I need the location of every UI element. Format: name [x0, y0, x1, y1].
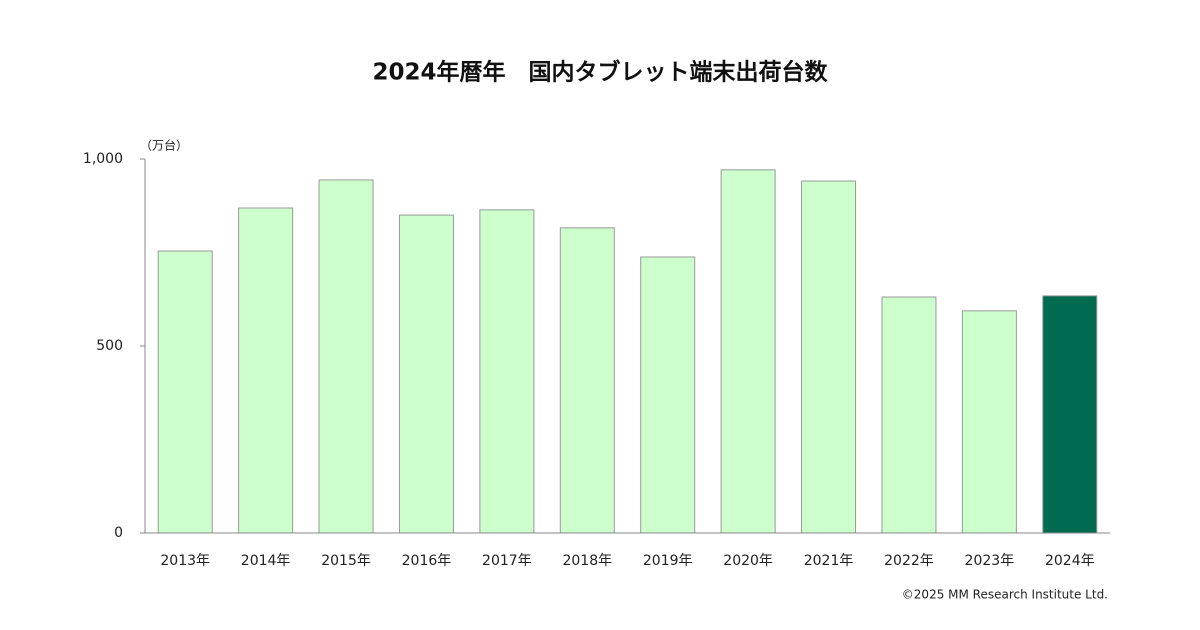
- x-tick-label: 2020年: [723, 553, 773, 569]
- bar: [881, 296, 937, 534]
- bar: [961, 310, 1017, 534]
- x-tick-label: 2016年: [402, 553, 452, 569]
- x-tick-label: 2014年: [241, 553, 291, 569]
- y-axis-label: （万台）: [140, 138, 188, 153]
- x-tick-label: 2021年: [804, 553, 854, 569]
- y-tick-label: 1,000: [83, 151, 123, 167]
- bar: [479, 209, 535, 534]
- x-tick-label: 2019年: [643, 553, 693, 569]
- x-tick-label: 2023年: [965, 553, 1015, 569]
- bar: [640, 256, 696, 534]
- x-tick-label: 2013年: [160, 553, 210, 569]
- x-tick-label: 2022年: [884, 553, 934, 569]
- x-tick-label: 2015年: [321, 553, 371, 569]
- x-tick-label: 2017年: [482, 553, 532, 569]
- bar: [238, 207, 294, 534]
- bar: [1042, 295, 1098, 534]
- source-note: ©2025 MM Research Institute Ltd.: [902, 588, 1108, 602]
- bar: [318, 179, 374, 534]
- x-tick-label: 2024年: [1045, 553, 1095, 569]
- x-tick-label: 2018年: [562, 553, 612, 569]
- chart-title: 2024年暦年 国内タブレット端末出荷台数: [372, 59, 828, 86]
- bar: [720, 169, 776, 534]
- bar: [559, 227, 615, 534]
- y-tick-label: 0: [114, 525, 123, 541]
- y-tick-label: 500: [96, 338, 123, 354]
- bar: [398, 214, 454, 534]
- bar: [157, 250, 213, 534]
- bar: [801, 180, 857, 534]
